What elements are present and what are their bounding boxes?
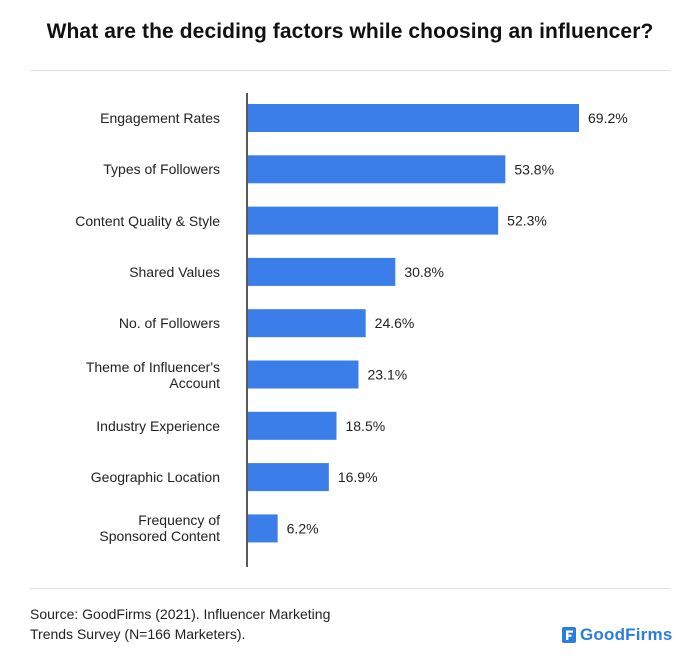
category-label: Theme of Influencer's Account xyxy=(20,359,220,391)
bar-value-label: 6.2% xyxy=(287,520,319,536)
category-label: Geographic Location xyxy=(20,469,220,485)
bar xyxy=(248,411,337,440)
bar xyxy=(248,360,359,389)
category-label-line: Frequency of xyxy=(138,512,220,529)
bar-value-label: 30.8% xyxy=(404,264,444,280)
bar-value-label: 16.9% xyxy=(338,469,378,485)
bar xyxy=(248,104,579,132)
category-label: Engagement Rates xyxy=(20,110,220,126)
bar-value-label: 52.3% xyxy=(507,213,547,229)
bar-value-label: 18.5% xyxy=(345,418,385,434)
category-label-line: Shared Values xyxy=(129,263,220,280)
source-line-2: Trends Survey (N=166 Marketers). xyxy=(30,626,246,642)
goodfirms-logo: GoodFirms xyxy=(562,624,672,646)
bottom-divider xyxy=(30,588,670,589)
bar xyxy=(248,514,278,543)
category-label: Content Quality & Style xyxy=(20,213,220,229)
bar xyxy=(248,463,329,492)
source-line-1: Source: GoodFirms (2021). Influencer Mar… xyxy=(30,606,331,622)
goodfirms-logo-text: GoodFirms xyxy=(580,625,673,644)
category-label: Industry Experience xyxy=(20,418,220,434)
category-label: Shared Values xyxy=(20,264,220,280)
top-divider xyxy=(30,70,670,71)
goodfirms-logo-icon xyxy=(562,627,576,643)
category-label-line: Industry Experience xyxy=(96,417,220,434)
category-label-line: No. of Followers xyxy=(118,315,220,332)
category-label-line: Content Quality & Style xyxy=(75,212,220,229)
chart-title: What are the deciding factors while choo… xyxy=(46,20,654,43)
category-label-line: Types of Followers xyxy=(103,161,220,178)
category-label-line: Geographic Location xyxy=(90,469,220,486)
category-label: Frequency of Sponsored Content xyxy=(20,512,220,544)
bar xyxy=(248,155,506,184)
bar-value-label: 69.2% xyxy=(588,110,628,126)
bar xyxy=(248,309,366,338)
bar xyxy=(248,257,396,286)
category-label: Types of Followers xyxy=(20,161,220,177)
source-note: Source: GoodFirms (2021). Influencer Mar… xyxy=(30,604,330,644)
category-label-line: Account xyxy=(169,374,220,391)
bar-value-label: 53.8% xyxy=(514,161,554,177)
bar xyxy=(248,206,499,235)
category-label-line: Engagement Rates xyxy=(100,110,220,126)
category-label-line: Theme of Influencer's xyxy=(85,358,220,375)
bar-value-label: 24.6% xyxy=(375,315,415,331)
bar-value-label: 23.1% xyxy=(367,367,407,383)
category-label: No. of Followers xyxy=(20,315,220,331)
category-label-line: Sponsored Content xyxy=(99,528,220,545)
